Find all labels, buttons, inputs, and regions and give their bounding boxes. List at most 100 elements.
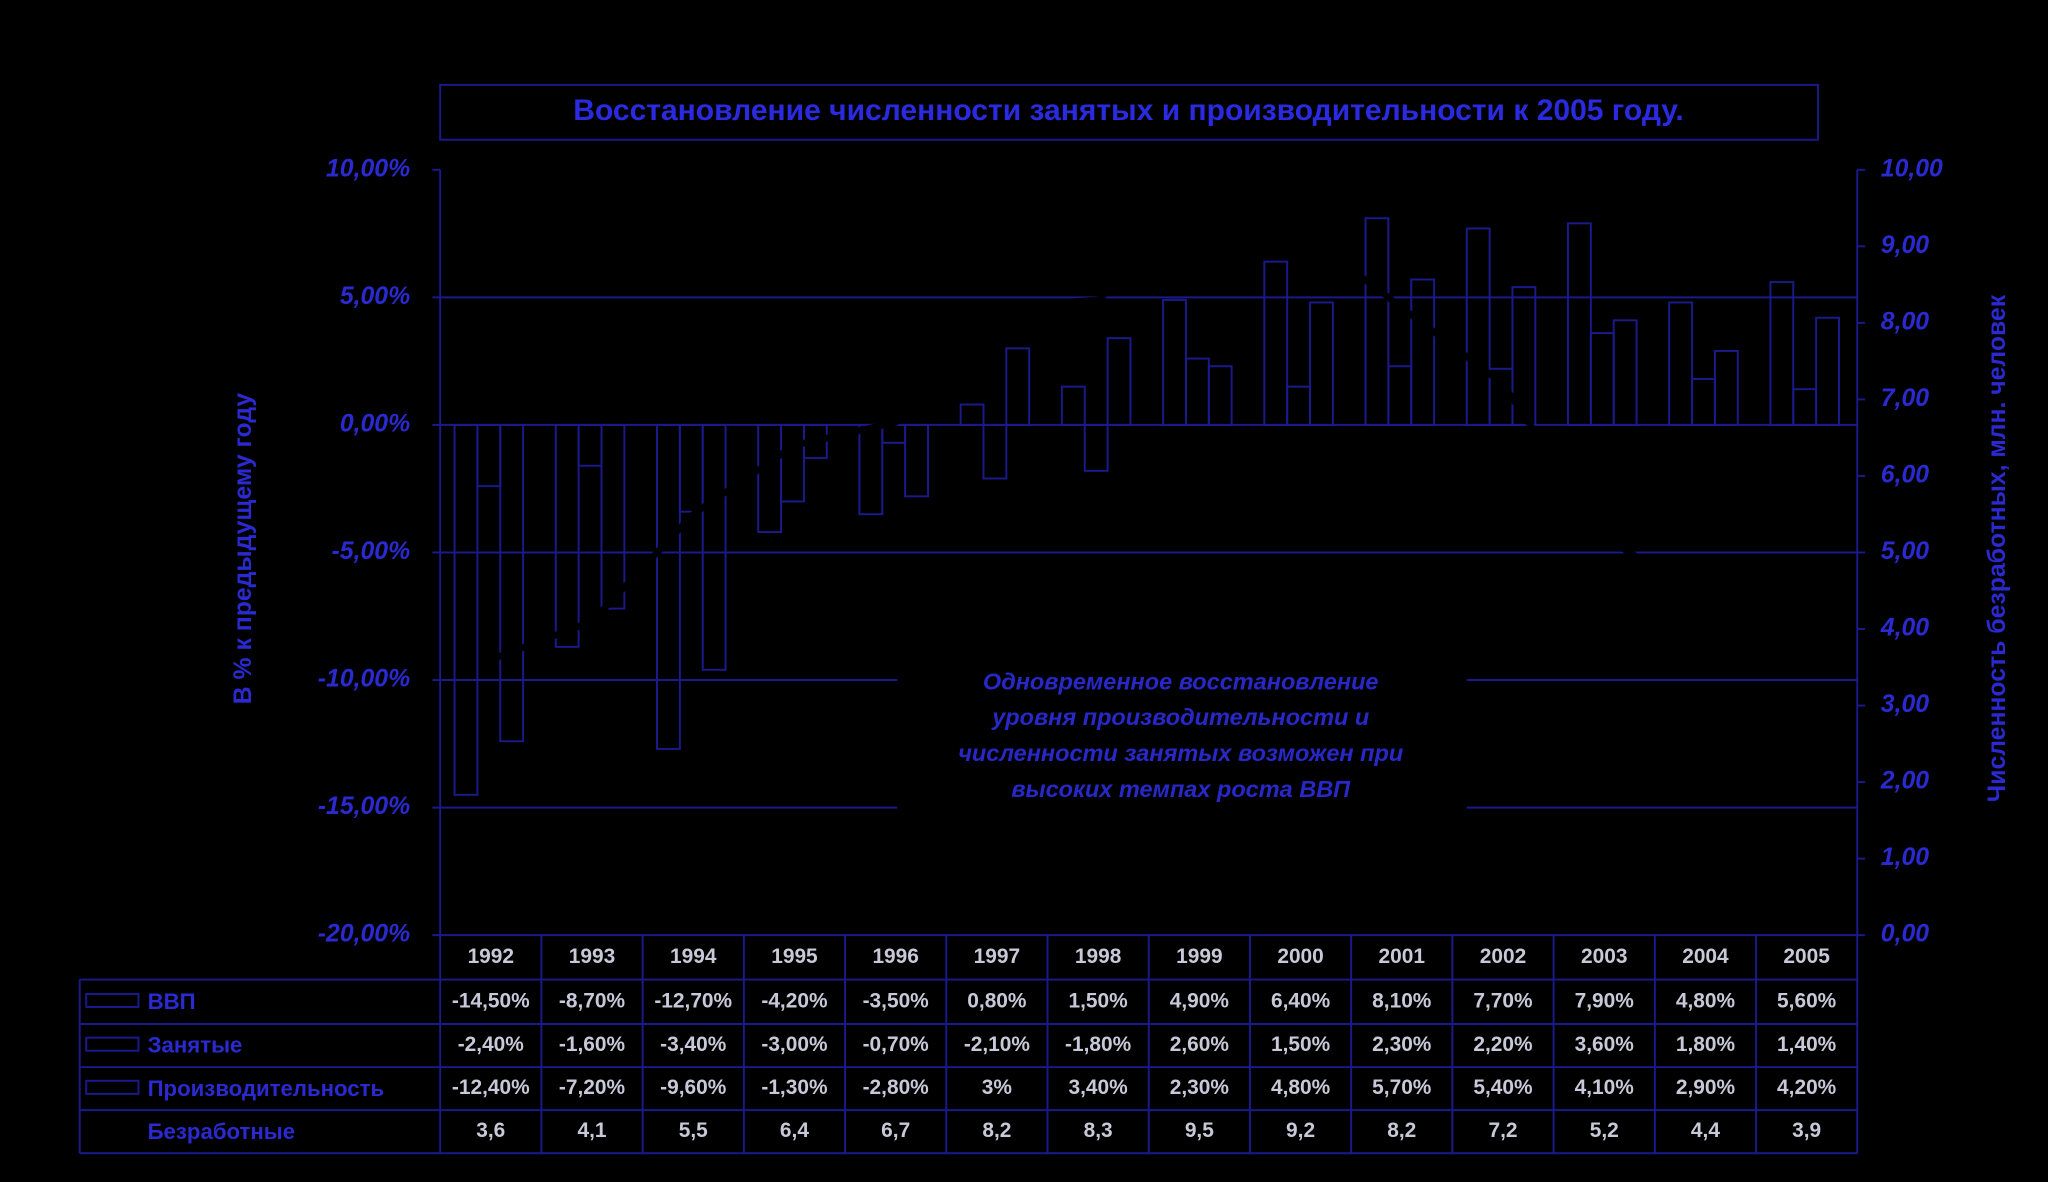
table-value: -9,60% <box>660 1076 727 1099</box>
table-value: -7,20% <box>559 1076 626 1099</box>
annotation-line: высоких темпах роста ВВП <box>1011 776 1351 802</box>
bar <box>780 423 805 503</box>
bar <box>499 423 525 743</box>
y-tick-label: -5,00% <box>332 538 411 565</box>
y2-tick-label: 5,00 <box>1881 538 1929 565</box>
table-value: 3% <box>982 1076 1013 1099</box>
bar <box>701 423 727 671</box>
table-value: 8,2 <box>1387 1119 1416 1142</box>
title-box <box>439 83 1820 141</box>
x-tick-label: 2001 <box>1379 945 1426 968</box>
table-value: 8,10% <box>1372 989 1432 1012</box>
table-value: 8,3 <box>1084 1119 1113 1142</box>
table-value: -12,70% <box>654 989 732 1012</box>
table-value: -8,70% <box>559 989 626 1012</box>
table-value: 7,2 <box>1488 1119 1517 1142</box>
table-value: -1,80% <box>1065 1033 1132 1056</box>
chart-title: Восстановление численности занятых и про… <box>573 94 1683 127</box>
table-value: -3,00% <box>761 1033 828 1056</box>
bar <box>1511 286 1537 426</box>
y-tick-label: 10,00% <box>326 155 410 182</box>
x-tick-label: 2003 <box>1581 945 1627 968</box>
bars <box>453 204 1840 796</box>
table-value: 1,50% <box>1069 989 1129 1012</box>
annotation-line: Одновременное восстановление <box>983 668 1379 694</box>
data-table: 1992 1993 1994 1995 1996 1997 1998 1999 2000 2001… <box>78 934 1859 1155</box>
x-tick-label: 1997 <box>974 945 1020 968</box>
table-value: 3,6 <box>476 1119 505 1142</box>
table-value: 1,50% <box>1271 1033 1331 1056</box>
table-value: -1,60% <box>559 1033 626 1056</box>
annotation: Одновременное восстановление уровня произ… <box>897 663 1467 810</box>
y-tick-label: -15,00% <box>318 793 410 820</box>
bar <box>1465 227 1491 426</box>
table-value: 1,80% <box>1676 1033 1736 1056</box>
axes: -20,00% -15,00% -10,00% -5,00% 0,00% 5,00% 10,… <box>318 155 1943 947</box>
bar <box>1083 423 1109 472</box>
x-tick-label: 2002 <box>1480 945 1526 968</box>
table-value: -12,40% <box>452 1076 530 1099</box>
table-value: 1,40% <box>1777 1033 1837 1056</box>
bar <box>1713 349 1739 426</box>
legend-label: Производительность <box>148 1076 385 1101</box>
table-value: 5,5 <box>679 1119 708 1142</box>
bar <box>1207 365 1233 426</box>
bar <box>982 423 1008 480</box>
x-tick-label: 2004 <box>1682 945 1729 968</box>
table-value: 4,90% <box>1170 989 1230 1012</box>
table-value: 3,40% <box>1069 1076 1129 1099</box>
y-tick-label: -10,00% <box>318 666 410 693</box>
x-tick-label: 1993 <box>569 945 615 968</box>
annotation-line: численности занятых возможен при <box>958 740 1403 766</box>
bar <box>1769 281 1795 426</box>
table-value: 2,60% <box>1170 1033 1230 1056</box>
legend-label: Безработные <box>148 1119 295 1144</box>
table-value: 9,5 <box>1185 1119 1214 1142</box>
table-value: 7,70% <box>1473 989 1533 1012</box>
table-value: 4,4 <box>1691 1119 1720 1142</box>
y-tick-label: 0,00% <box>340 410 410 437</box>
table-value: -2,10% <box>964 1033 1031 1056</box>
bar <box>1567 222 1592 426</box>
table-value: 4,10% <box>1575 1076 1635 1099</box>
bar <box>600 423 626 610</box>
x-tick-label: 1999 <box>1176 945 1222 968</box>
bar <box>1815 316 1840 426</box>
bar <box>1263 260 1289 426</box>
y-tick-label: -20,00% <box>318 921 410 948</box>
table-value: 7,90% <box>1575 989 1635 1012</box>
legend-label: ВВП <box>148 989 196 1014</box>
table-value: -3,40% <box>660 1033 727 1056</box>
y2-tick-label: 7,00 <box>1881 385 1929 412</box>
table-value: 2,20% <box>1473 1033 1533 1056</box>
table-value: 5,2 <box>1590 1119 1619 1142</box>
y2-tick-label: 10,00 <box>1881 155 1943 182</box>
bar <box>959 403 985 426</box>
bar <box>1005 347 1031 426</box>
x-tick-label: 1994 <box>670 945 717 968</box>
y2-tick-label: 6,00 <box>1881 461 1929 488</box>
y2-tick-label: 8,00 <box>1881 308 1929 335</box>
table-value: 5,40% <box>1473 1076 1533 1099</box>
x-tick-label: 1995 <box>771 945 818 968</box>
legend-label: Занятые <box>148 1033 243 1058</box>
x-tick-label: 2005 <box>1783 945 1830 968</box>
table-value: 2,30% <box>1372 1033 1432 1056</box>
bar <box>904 423 929 498</box>
table-value: 4,20% <box>1777 1076 1837 1099</box>
table-value: 3,60% <box>1575 1033 1635 1056</box>
table-value: -1,30% <box>761 1076 828 1099</box>
table-value: 5,70% <box>1372 1076 1432 1099</box>
table-value: 4,80% <box>1676 989 1736 1012</box>
bar <box>656 423 681 750</box>
bar <box>1410 278 1436 426</box>
y-tick-label: 5,00% <box>340 283 410 310</box>
table-value: 2,90% <box>1676 1076 1736 1099</box>
table-value: 4,1 <box>577 1119 606 1142</box>
bar <box>453 423 479 796</box>
legend-key <box>85 1079 140 1095</box>
bar <box>1309 301 1334 426</box>
y2-axis-title: Численность безработных, млн. человек <box>1984 294 2011 802</box>
